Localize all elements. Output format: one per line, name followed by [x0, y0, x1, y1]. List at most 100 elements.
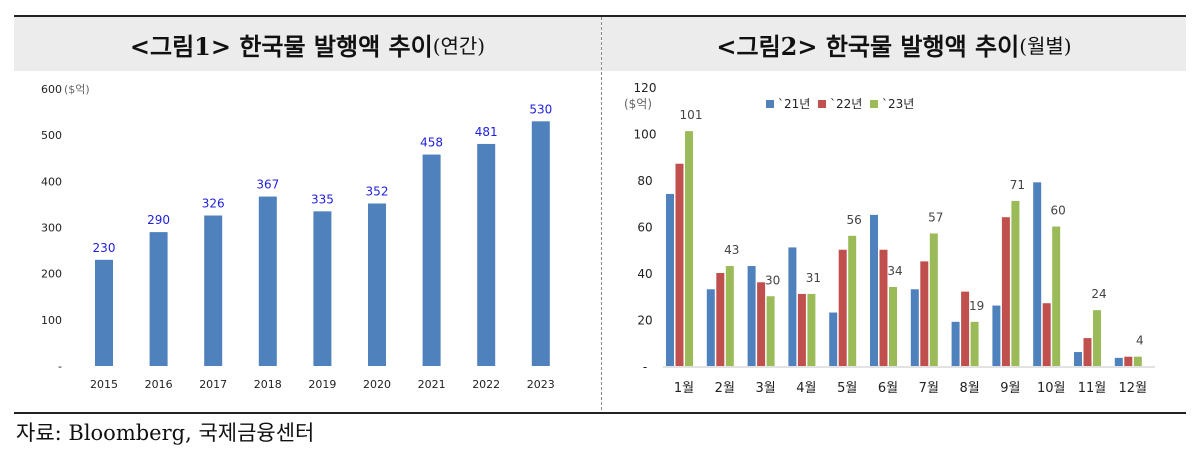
data-label: 230: [93, 241, 116, 255]
data-label: 57: [928, 210, 943, 224]
data-label: 335: [311, 192, 334, 206]
bar-`23년-12월: [1133, 356, 1142, 366]
bar-`23년-1월: [685, 131, 693, 366]
y-axis-unit: ($억): [624, 97, 652, 111]
bar-2021: [422, 154, 441, 366]
bar-`22년-10월: [1042, 303, 1051, 366]
data-label: 24: [1091, 287, 1106, 301]
bar-`23년-4월: [807, 293, 816, 366]
bar-`21년-6월: [870, 214, 878, 366]
data-label: 367: [256, 178, 279, 192]
bar-`22년-9월: [1001, 217, 1010, 366]
y-tick-label: 300: [41, 222, 62, 235]
x-tick-label: 7월: [919, 381, 939, 396]
x-tick-label: 2019: [308, 378, 336, 391]
bar-2019: [313, 211, 332, 366]
x-tick-label: 5월: [837, 381, 857, 396]
bar-`23년-5월: [848, 235, 857, 366]
bar-2016: [149, 232, 168, 366]
bar-`22년-8월: [961, 291, 970, 366]
legend-swatch: [870, 100, 878, 108]
chart1-title: <그림1> 한국물 발행액 추이 (연간): [14, 17, 601, 71]
bar-2017: [204, 215, 223, 366]
x-tick-label: 6월: [878, 381, 898, 396]
bar-2018: [258, 196, 277, 366]
source-note: 자료: Bloomberg, 국제금융센터: [16, 421, 315, 445]
data-label: 31: [806, 271, 821, 285]
y-tick-label: 60: [637, 221, 652, 235]
x-tick-label: 8월: [959, 381, 979, 396]
data-label: 56: [847, 213, 862, 227]
data-label: 34: [887, 264, 902, 278]
x-tick-label: 1월: [674, 381, 694, 396]
bar-2015: [95, 259, 113, 366]
chart2-title: <그림2> 한국물 발행액 추이 (월별): [602, 17, 1186, 71]
x-tick-label: 2월: [715, 381, 735, 396]
y-tick-label: -: [58, 360, 62, 373]
data-label: 458: [420, 136, 443, 150]
y-tick-label: 500: [41, 129, 62, 142]
bar-`22년-11월: [1083, 338, 1092, 366]
data-label: 481: [475, 125, 498, 139]
bar-`21년-4월: [788, 247, 797, 366]
x-tick-label: 2023: [527, 378, 555, 391]
bar-`21년-2월: [706, 289, 715, 366]
x-tick-label: 2018: [254, 378, 282, 391]
bar-2023: [531, 121, 550, 366]
legend-label: `22년: [830, 97, 862, 111]
bar-`22년-6월: [879, 249, 888, 366]
bar-`21년-8월: [951, 321, 960, 366]
x-tick-label: 2016: [145, 378, 173, 391]
bar-2022: [477, 143, 496, 366]
legend-swatch: [818, 100, 826, 108]
data-label: 71: [1010, 178, 1025, 192]
legend-swatch: [766, 100, 774, 108]
data-label: 43: [724, 243, 739, 257]
x-tick-label: 12월: [1119, 381, 1148, 396]
data-label: 19: [969, 299, 984, 313]
bar-`23년-9월: [1011, 200, 1020, 366]
bar-`22년-1월: [675, 163, 684, 366]
chart1-title-text: <그림1> 한국물 발행액 추이: [129, 31, 433, 61]
bar-`22년-2월: [716, 273, 725, 366]
figure-frame: [14, 15, 1186, 414]
bar-`21년-7월: [910, 289, 919, 366]
bar-2020: [368, 203, 386, 366]
y-tick-label: 200: [41, 268, 62, 281]
bar-`23년-6월: [889, 286, 897, 366]
x-tick-label: 4월: [796, 381, 816, 396]
chart2-title-text: <그림2> 한국물 발행액 추이: [716, 31, 1020, 61]
bar-`22년-5월: [838, 249, 847, 366]
data-label: 326: [202, 196, 225, 210]
bar-`22년-4월: [797, 293, 806, 366]
data-label: 290: [147, 213, 170, 227]
x-tick-label: 2022: [472, 378, 500, 391]
data-label: 60: [1051, 204, 1066, 218]
y-tick-label: -: [643, 360, 647, 374]
y-tick-label: 120: [634, 81, 657, 95]
bar-`21년-5월: [829, 312, 838, 366]
data-label: 101: [680, 108, 703, 122]
y-tick-label: 20: [637, 314, 652, 328]
y-tick-label: 40: [637, 267, 652, 281]
x-tick-label: 11월: [1078, 381, 1107, 396]
y-tick-label: 80: [637, 174, 652, 188]
legend-label: `21년: [778, 97, 810, 111]
x-tick-label: 2015: [90, 378, 118, 391]
bar-`23년-2월: [725, 266, 734, 366]
panel-divider: [601, 17, 602, 410]
bar-`21년-3월: [747, 266, 756, 366]
x-tick-label: 2017: [199, 378, 227, 391]
bar-`22년-12월: [1124, 356, 1133, 366]
x-tick-label: 2020: [363, 378, 391, 391]
bar-`23년-10월: [1052, 226, 1061, 366]
bar-`21년-1월: [666, 193, 674, 366]
data-label: 352: [366, 184, 389, 198]
bar-`22년-7월: [920, 261, 929, 366]
x-tick-label: 10월: [1037, 381, 1066, 396]
y-tick-label: 100: [41, 314, 62, 327]
bar-`21년-12월: [1114, 357, 1123, 366]
data-label: 30: [765, 273, 780, 287]
chart1-title-suffix: (연간): [432, 33, 486, 58]
